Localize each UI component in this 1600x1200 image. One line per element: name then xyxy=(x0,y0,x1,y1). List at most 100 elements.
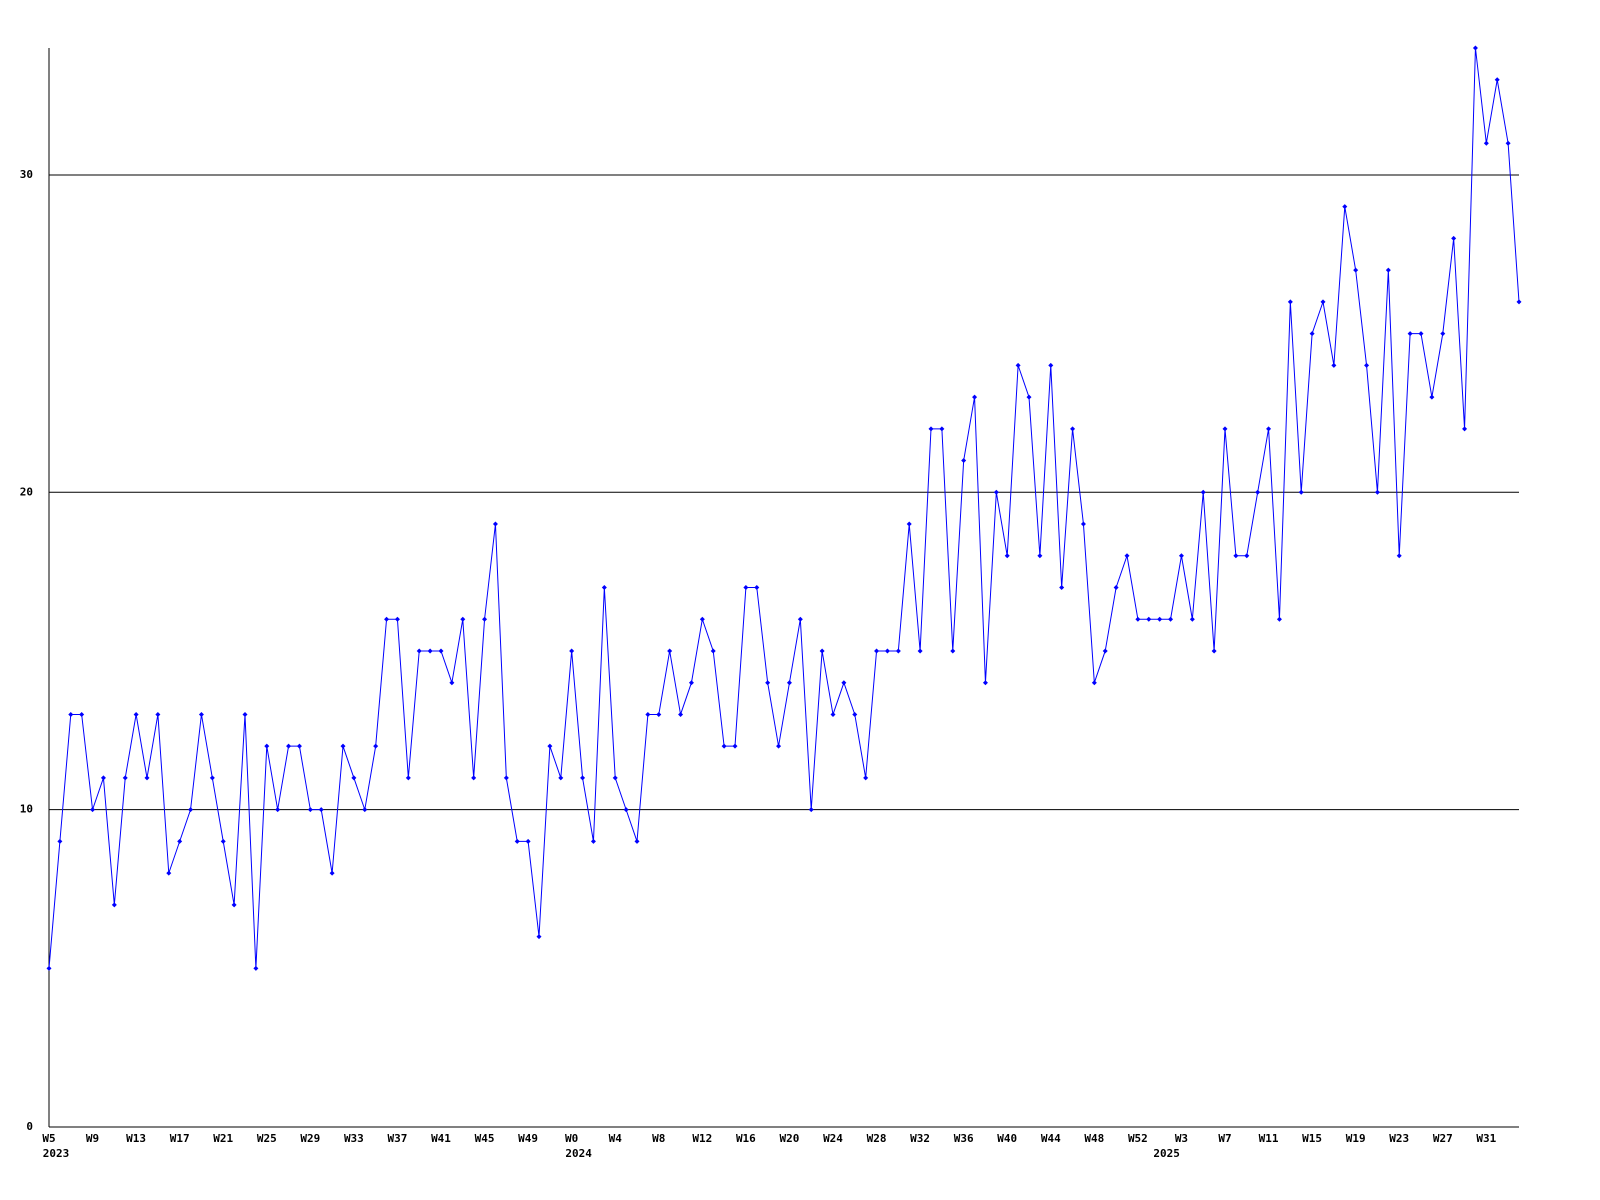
x-tick-label: W48 xyxy=(1084,1132,1104,1145)
data-point xyxy=(950,648,956,654)
data-point xyxy=(220,838,226,844)
data-point xyxy=(253,965,259,971)
x-tick-label: W5 xyxy=(42,1132,55,1145)
data-point xyxy=(416,648,422,654)
data-point xyxy=(1353,267,1359,273)
data-point xyxy=(961,458,967,464)
data-point xyxy=(198,711,204,717)
data-point xyxy=(678,711,684,717)
data-point xyxy=(1255,489,1261,495)
x-tick-label: W15 xyxy=(1302,1132,1322,1145)
x-tick-label: W24 xyxy=(823,1132,843,1145)
data-point xyxy=(122,775,128,781)
data-point xyxy=(1222,426,1228,432)
data-point xyxy=(590,838,596,844)
data-point xyxy=(1200,489,1206,495)
data-point xyxy=(1429,394,1435,400)
data-point xyxy=(1516,299,1522,305)
data-point xyxy=(471,775,477,781)
data-point xyxy=(1276,616,1282,622)
data-point xyxy=(46,965,52,971)
data-point xyxy=(242,711,248,717)
x-tick-label: W17 xyxy=(170,1132,190,1145)
data-point xyxy=(1070,426,1076,432)
data-point xyxy=(601,585,607,590)
x-tick-label: W36 xyxy=(954,1132,974,1145)
x-tick-label: W45 xyxy=(475,1132,495,1145)
data-point xyxy=(1266,426,1272,432)
data-point xyxy=(68,711,74,717)
x-tick-label: W37 xyxy=(388,1132,408,1145)
data-point xyxy=(1178,553,1184,559)
data-point xyxy=(318,807,324,813)
data-point xyxy=(1331,362,1337,368)
x-tick-label: W49 xyxy=(518,1132,538,1145)
data-point xyxy=(1462,426,1468,432)
data-point xyxy=(612,775,618,781)
data-point xyxy=(514,838,520,844)
data-point xyxy=(743,585,749,590)
data-point xyxy=(1135,616,1141,622)
x-tick-label: W27 xyxy=(1433,1132,1453,1145)
data-point xyxy=(580,775,586,781)
data-point xyxy=(797,616,803,622)
data-point xyxy=(1080,521,1086,527)
data-point xyxy=(1211,648,1217,654)
data-point xyxy=(405,775,411,781)
y-tick-label: 0 xyxy=(26,1120,33,1133)
x-tick-label: W23 xyxy=(1389,1132,1409,1145)
data-point xyxy=(1505,140,1511,146)
data-point xyxy=(373,743,379,749)
x-tick-label: W40 xyxy=(997,1132,1017,1145)
x-tick-label: W8 xyxy=(652,1132,665,1145)
data-point xyxy=(427,648,433,654)
data-point xyxy=(732,743,738,749)
data-point xyxy=(634,838,640,844)
y-tick-label: 10 xyxy=(20,803,33,816)
data-point xyxy=(340,743,346,749)
x-tick-label: W41 xyxy=(431,1132,451,1145)
data-point xyxy=(1418,331,1424,337)
data-point xyxy=(1483,140,1489,146)
data-point xyxy=(1494,77,1500,83)
x-tick-label: W20 xyxy=(780,1132,800,1145)
x-tick-label: W28 xyxy=(867,1132,887,1145)
data-point xyxy=(1113,585,1119,590)
data-point xyxy=(1048,362,1054,368)
x-tick-label: W11 xyxy=(1259,1132,1279,1145)
x-tick-label: W52 xyxy=(1128,1132,1148,1145)
data-point xyxy=(166,870,172,876)
data-point xyxy=(79,711,85,717)
data-point xyxy=(1059,585,1065,590)
x-tick-label: W44 xyxy=(1041,1132,1061,1145)
data-point xyxy=(874,648,880,654)
x-tick-label: W9 xyxy=(86,1132,99,1145)
data-point xyxy=(1037,553,1043,559)
data-point xyxy=(1472,45,1478,51)
x-year-label: 2024 xyxy=(565,1147,592,1160)
data-point xyxy=(394,616,400,622)
data-point xyxy=(1309,331,1315,337)
data-point xyxy=(264,743,270,749)
data-point xyxy=(57,838,63,844)
data-point xyxy=(144,775,150,781)
data-point xyxy=(754,585,760,590)
data-point xyxy=(906,521,912,527)
data-point xyxy=(1342,204,1348,210)
data-point xyxy=(656,711,662,717)
data-point xyxy=(1026,394,1032,400)
x-tick-label: W0 xyxy=(565,1132,578,1145)
data-point xyxy=(536,934,542,940)
data-point xyxy=(1244,553,1250,559)
data-point xyxy=(1091,680,1097,686)
data-point xyxy=(307,807,313,813)
x-tick-label: W7 xyxy=(1218,1132,1231,1145)
data-point xyxy=(841,680,847,686)
data-point xyxy=(863,775,869,781)
data-point xyxy=(765,680,771,686)
data-point xyxy=(155,711,161,717)
data-point xyxy=(830,711,836,717)
data-point xyxy=(1168,616,1174,622)
data-point xyxy=(721,743,727,749)
